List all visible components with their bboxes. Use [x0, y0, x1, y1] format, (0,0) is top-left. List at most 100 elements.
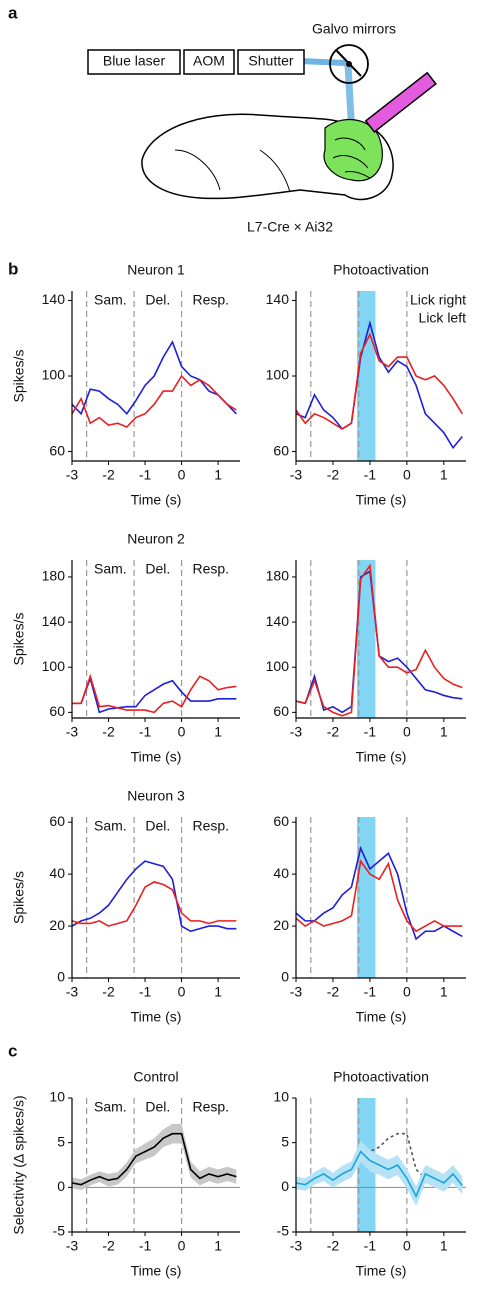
x-tick-label: -2 [102, 724, 115, 740]
laser-box [87, 49, 181, 75]
series-line [295, 1132, 463, 1186]
y-tick-label: 60 [49, 813, 65, 829]
x-tick-label: -2 [102, 1238, 115, 1254]
photo-span [356, 817, 376, 978]
x-tick-label: 1 [440, 984, 448, 1000]
legend-entry: Lick left [419, 310, 467, 326]
series-line [71, 860, 237, 933]
error-band [296, 1140, 463, 1207]
epoch-label: Sam. [94, 1099, 127, 1115]
x-tick-label: -3 [290, 1238, 303, 1254]
x-tick-label: -2 [102, 467, 115, 483]
x-axis-label: Time (s) [356, 1263, 407, 1279]
epoch-label: Resp. [192, 1099, 229, 1115]
series-line [295, 1150, 463, 1199]
x-axis-label: Time (s) [131, 1009, 182, 1025]
epoch-label: Resp. [192, 292, 229, 308]
y-tick-label: 180 [266, 568, 290, 584]
epoch-label: Del. [145, 292, 170, 308]
x-tick-label: -1 [139, 1238, 152, 1254]
x-tick-label: -1 [364, 467, 377, 483]
y-tick-label: 40 [49, 865, 65, 881]
shutter-box [237, 49, 305, 75]
x-tick-label: -2 [327, 724, 340, 740]
panel-label: c [8, 1041, 17, 1060]
photo-span [356, 291, 376, 461]
y-tick-label: 100 [42, 658, 66, 674]
x-tick-label: -2 [327, 467, 340, 483]
x-axis-label: Time (s) [356, 492, 407, 508]
x-tick-label: -1 [139, 984, 152, 1000]
x-tick-label: 1 [214, 1238, 222, 1254]
y-tick-label: 100 [266, 658, 290, 674]
x-tick-label: -3 [66, 1238, 79, 1254]
y-axis-label: Spikes/s [11, 613, 27, 666]
series-line [71, 1132, 237, 1186]
x-tick-label: -3 [66, 467, 79, 483]
probe [364, 71, 437, 133]
y-tick-label: 0 [281, 969, 289, 985]
y-tick-label: 60 [273, 703, 289, 719]
x-axis-label: Time (s) [131, 1263, 182, 1279]
y-tick-label: 20 [273, 917, 289, 933]
x-tick-label: 0 [178, 724, 186, 740]
series-line [71, 340, 237, 416]
epoch-label: Sam. [94, 561, 127, 577]
y-tick-label: 100 [266, 367, 290, 383]
chart-title: Photoactivation [333, 1069, 429, 1085]
x-tick-label: 1 [214, 984, 222, 1000]
panel-label: b [8, 259, 18, 278]
y-tick-label: 60 [49, 442, 65, 458]
series-line [295, 569, 463, 714]
y-tick-label: 5 [57, 1133, 65, 1149]
brain-detail [174, 149, 291, 193]
galvo-label: Galvo mirrors [312, 21, 396, 37]
y-tick-label: 60 [49, 703, 65, 719]
legend-entry: Lick right [410, 292, 466, 308]
x-tick-label: 0 [403, 724, 411, 740]
y-tick-label: 20 [49, 917, 65, 933]
y-axis-label: Spikes/s [11, 871, 27, 924]
epoch-label: Sam. [94, 818, 127, 834]
x-tick-label: -3 [290, 984, 303, 1000]
y-tick-label: 40 [273, 865, 289, 881]
chart-title: Neuron 1 [127, 262, 185, 278]
photo-span [356, 560, 376, 718]
shutter-label: Shutter [248, 53, 293, 69]
x-tick-label: 0 [403, 467, 411, 483]
schematic: Blue laser AOM Shutter Galvo mirrors L7-… [87, 21, 437, 235]
y-tick-label: 60 [273, 442, 289, 458]
y-tick-label: 5 [281, 1133, 289, 1149]
chart-title: Photoactivation [333, 262, 429, 278]
x-axis-label: Time (s) [131, 749, 182, 765]
y-tick-label: 140 [266, 613, 290, 629]
x-tick-label: -1 [139, 724, 152, 740]
x-axis-label: Time (s) [131, 492, 182, 508]
y-tick-label: 10 [49, 1089, 65, 1105]
aom-label: AOM [193, 53, 225, 69]
series-line [295, 332, 463, 430]
y-tick-label: 0 [281, 1178, 289, 1194]
beam [299, 58, 347, 66]
x-tick-label: -1 [364, 724, 377, 740]
y-tick-label: -5 [277, 1223, 290, 1239]
x-tick-label: -2 [102, 984, 115, 1000]
series-line [295, 563, 463, 717]
x-tick-label: 1 [440, 1238, 448, 1254]
series-line [295, 845, 463, 941]
y-axis-label: Spikes/s [11, 350, 27, 403]
y-tick-label: -5 [53, 1223, 66, 1239]
y-tick-label: 10 [273, 1089, 289, 1105]
epoch-label: Resp. [192, 561, 229, 577]
epoch-label: Del. [145, 1099, 170, 1115]
y-tick-label: 140 [42, 613, 66, 629]
x-tick-label: 1 [214, 467, 222, 483]
series-line [295, 859, 463, 933]
series-line [72, 673, 237, 714]
y-tick-label: 100 [42, 367, 66, 383]
epoch-label: Sam. [94, 292, 127, 308]
y-axis-label: Selectivity (Δ spikes/s) [11, 1095, 27, 1234]
epoch-label: Del. [145, 818, 170, 834]
x-tick-label: 0 [178, 467, 186, 483]
x-tick-label: -1 [364, 984, 377, 1000]
